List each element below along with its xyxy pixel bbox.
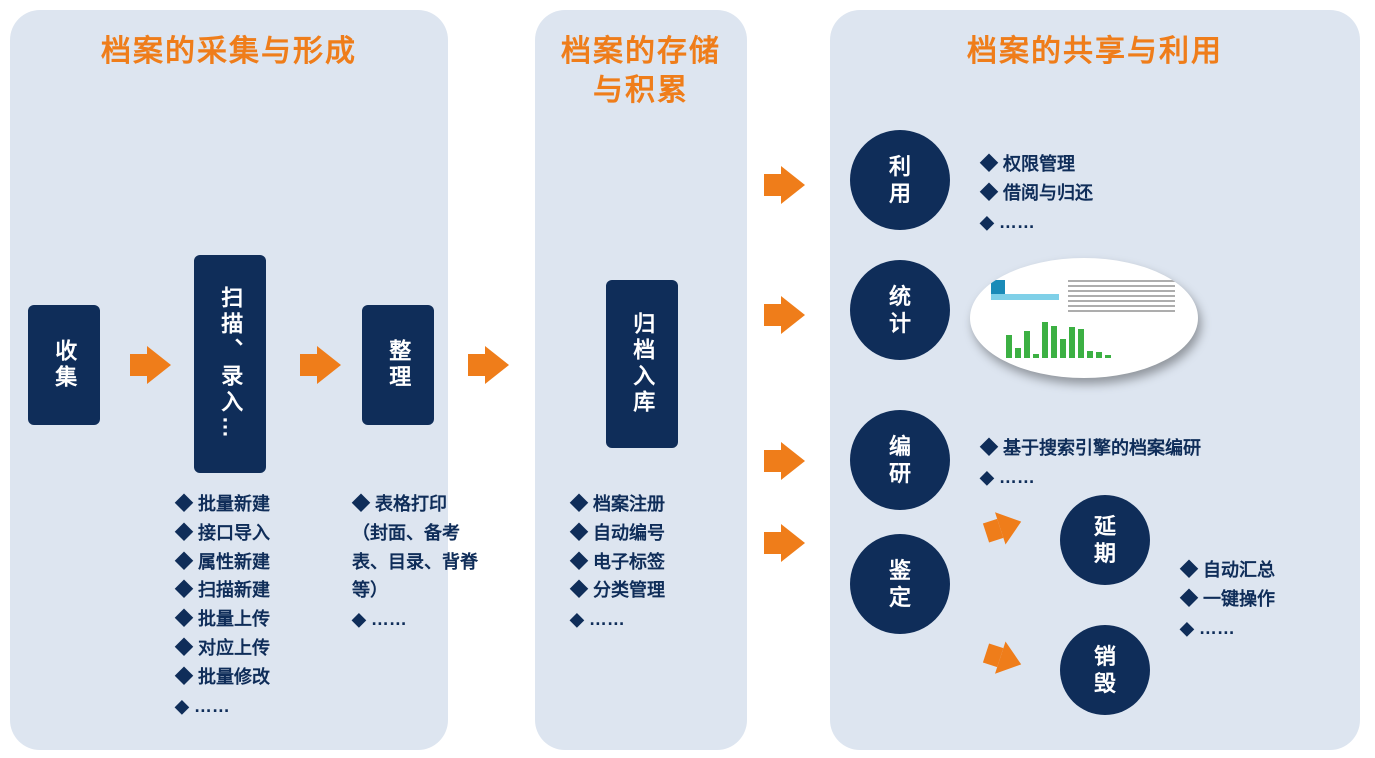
bullet-item: 借阅与归还 xyxy=(980,179,1200,208)
bullet-item: 档案注册 xyxy=(570,490,720,519)
arrow-right-head-icon xyxy=(781,166,805,204)
bullet-item: …… xyxy=(980,463,1280,492)
circle-research: 编 研 xyxy=(850,410,950,510)
bullet-item: 电子标签 xyxy=(570,548,720,577)
circle-appraisal: 鉴 定 xyxy=(850,534,950,634)
bullet-item: …… xyxy=(570,605,720,634)
box-scan-label: 扫描、录入… xyxy=(216,286,245,442)
bullet-item: 表格打印（封面、备考表、目录、背脊等） xyxy=(352,490,482,605)
circle-research-label: 编 研 xyxy=(889,433,911,488)
arrow-right-head-icon xyxy=(485,346,509,384)
bullet-item: 自动汇总 xyxy=(1180,556,1340,585)
bullet-item: 一键操作 xyxy=(1180,585,1340,614)
bullets-use: 权限管理借阅与归还…… xyxy=(980,150,1200,236)
box-collect: 收集 xyxy=(28,305,100,425)
bullets-scan: 批量新建接口导入属性新建扫描新建批量上传对应上传批量修改…… xyxy=(175,490,325,720)
mini-chart xyxy=(987,276,1181,360)
bullets-appraisal: 自动汇总一键操作…… xyxy=(1180,556,1340,642)
circle-destroy-label: 销 毁 xyxy=(1094,643,1116,698)
box-collect-label: 收集 xyxy=(50,339,79,391)
circle-extend: 延 期 xyxy=(1060,495,1150,585)
arrow-right-head-icon xyxy=(781,296,805,334)
bullets-research: 基于搜索引擎的档案编研…… xyxy=(980,434,1280,492)
arrow-right-icon xyxy=(300,354,317,375)
bullet-item: 属性新建 xyxy=(175,548,325,577)
arrow-right-head-icon xyxy=(781,442,805,480)
mini-chart-stripe xyxy=(991,294,1059,300)
bullets-archive: 档案注册自动编号电子标签分类管理…… xyxy=(570,490,720,634)
bullet-item: 接口导入 xyxy=(175,519,325,548)
bullet-item: 对应上传 xyxy=(175,634,325,663)
circle-use: 利 用 xyxy=(850,130,950,230)
circle-use-label: 利 用 xyxy=(889,153,911,208)
circle-appraisal-label: 鉴 定 xyxy=(889,557,911,612)
bullet-item: 分类管理 xyxy=(570,576,720,605)
circle-stats-label: 统 计 xyxy=(889,283,911,338)
arrow-right-head-icon xyxy=(317,346,341,384)
box-archive: 归档入库 xyxy=(606,280,678,448)
circle-destroy: 销 毁 xyxy=(1060,625,1150,715)
bullet-item: …… xyxy=(352,605,482,634)
panel-collect-title: 档案的采集与形成 xyxy=(10,10,448,71)
arrow-right-icon xyxy=(130,354,147,375)
stats-thumbnail xyxy=(970,258,1198,378)
arrow-right-head-icon xyxy=(147,346,171,384)
panel-store-title: 档案的存储与积累 xyxy=(535,10,747,110)
bullet-item: 自动编号 xyxy=(570,519,720,548)
arrow-right-icon xyxy=(764,304,781,325)
arrow-right-head-icon xyxy=(781,524,805,562)
bullet-item: 批量上传 xyxy=(175,605,325,634)
panel-share-title: 档案的共享与利用 xyxy=(830,10,1360,71)
mini-chart-icon xyxy=(991,280,1005,294)
box-organize: 整理 xyxy=(362,305,434,425)
box-scan: 扫描、录入… xyxy=(194,255,266,473)
circle-extend-label: 延 期 xyxy=(1094,513,1116,568)
bullet-item: …… xyxy=(1180,614,1340,643)
mini-chart-bars xyxy=(1006,312,1161,358)
arrow-right-icon xyxy=(764,450,781,471)
bullet-item: 权限管理 xyxy=(980,150,1200,179)
bullet-item: …… xyxy=(980,208,1200,237)
arrow-right-icon xyxy=(764,532,781,553)
bullets-organize: 表格打印（封面、备考表、目录、背脊等）…… xyxy=(352,490,482,634)
box-organize-label: 整理 xyxy=(384,339,413,391)
arrow-right-icon xyxy=(764,174,781,195)
circle-stats: 统 计 xyxy=(850,260,950,360)
bullet-item: …… xyxy=(175,692,325,721)
arrow-right-icon xyxy=(468,354,485,375)
bullet-item: 基于搜索引擎的档案编研 xyxy=(980,434,1280,463)
bullet-item: 批量修改 xyxy=(175,663,325,692)
bullet-item: 扫描新建 xyxy=(175,576,325,605)
box-archive-label: 归档入库 xyxy=(628,312,657,416)
bullet-item: 批量新建 xyxy=(175,490,325,519)
